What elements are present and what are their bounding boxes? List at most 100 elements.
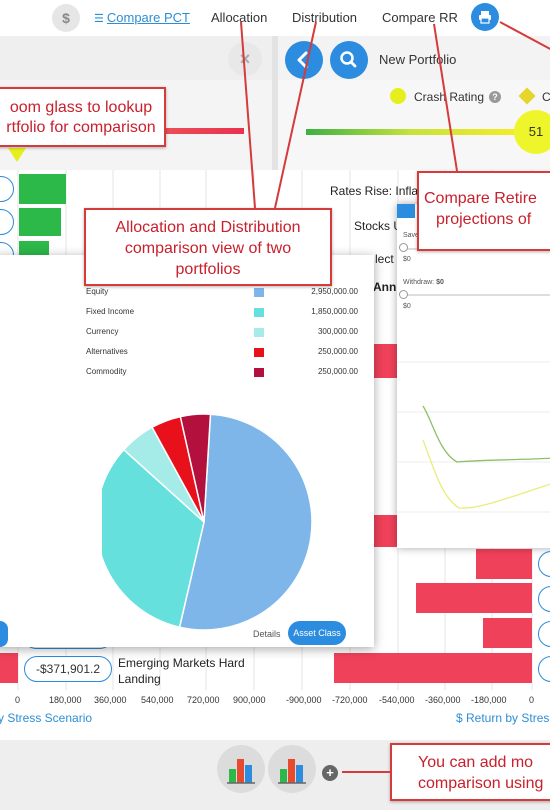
stress-bar	[19, 208, 61, 236]
right-axis-title: $ Return by Stres	[456, 711, 550, 725]
callout-text: Compare Retire	[424, 190, 537, 207]
save-label: Save	[403, 232, 419, 239]
callout-text: projections of	[436, 211, 532, 228]
compare-pct-link[interactable]: ☰ Compare PCT	[94, 10, 190, 25]
callout-text: rtfolio for comparison	[6, 119, 156, 136]
compare-rr-tab[interactable]: Compare RR	[382, 10, 458, 25]
callout-lookup: oom glass to lookup rtfolio for comparis…	[0, 87, 166, 147]
compare-slot-2[interactable]	[268, 745, 316, 793]
close-icon[interactable]: ×	[228, 42, 262, 76]
withdraw-slider-track[interactable]	[403, 294, 550, 296]
crash-rating-dot-icon	[390, 88, 406, 104]
compare-slot-1[interactable]	[217, 745, 265, 793]
legend-name: Fixed Income	[86, 307, 135, 316]
save-slider-handle[interactable]	[399, 243, 408, 252]
add-comparison-icon[interactable]: +	[322, 765, 338, 781]
distribution-tab[interactable]: Distribution	[292, 10, 358, 25]
stress-bar	[374, 344, 398, 378]
legend-swatch	[254, 368, 264, 377]
withdraw-label-text: Withdraw:	[403, 279, 435, 286]
print-icon	[479, 11, 491, 24]
callout-text: You can add mo	[418, 754, 534, 771]
rating-pointer-icon	[8, 148, 26, 162]
dollar-icon[interactable]: $	[52, 4, 80, 32]
details-link[interactable]: Details	[253, 629, 281, 639]
legend-row: Currency 300,000.00	[86, 327, 366, 339]
axis-tick: 360,000	[94, 695, 127, 705]
legend-row: Commodity 250,000.00	[86, 367, 366, 379]
callout-add: You can add mo comparison using	[390, 743, 550, 801]
legend-row: Fixed Income 1,850,000.00	[86, 307, 366, 319]
scenario-name: Landing	[118, 672, 161, 686]
stress-bar	[334, 653, 532, 683]
search-button[interactable]	[330, 41, 368, 79]
right-panel-rating-area	[278, 80, 550, 170]
legend-row: Equity 2,950,000.00	[86, 287, 366, 299]
pie-slice[interactable]	[178, 413, 313, 630]
axis-tick: 720,000	[187, 695, 220, 705]
legend-value: 2,950,000.00	[311, 287, 358, 296]
scenario-label: lect	[375, 252, 394, 266]
stress-bar	[19, 174, 66, 204]
stress-bar	[374, 515, 398, 547]
legend-name: Equity	[86, 287, 109, 296]
search-icon	[340, 51, 357, 68]
legend-row: Alternatives 250,000.00	[86, 347, 366, 359]
scenario-label: Rates Rise: Inflat	[330, 184, 422, 198]
projection-line	[422, 405, 550, 463]
compare-pct-label: Compare PCT	[106, 10, 190, 25]
scenario-value-pill[interactable]: -$371,901.2	[24, 656, 112, 682]
chevron-left-icon	[297, 51, 308, 69]
legend-name: Commodity	[86, 367, 127, 376]
bar-chart-icon	[227, 759, 255, 784]
legend-swatch	[254, 328, 264, 337]
callout-allocation: Allocation and Distribution comparison v…	[84, 208, 332, 286]
axis-tick: -360,000	[425, 695, 461, 705]
legend-swatch	[254, 288, 264, 297]
pie-slice[interactable]	[179, 413, 212, 523]
help-icon[interactable]: ?	[489, 91, 501, 103]
legend-value: 250,000.00	[317, 367, 358, 376]
portfolio-title: New Portfolio	[379, 52, 457, 67]
retirement-projection-card: Save $0 Withdraw: $0 $0	[397, 204, 550, 548]
callout-text: oom glass to lookup	[9, 99, 153, 116]
top-nav: $ ☰ Compare PCT Allocation Distribution C…	[0, 0, 550, 36]
axis-tick: -900,000	[286, 695, 322, 705]
crash-score-badge: 51	[514, 110, 550, 154]
left-panel-header	[0, 36, 272, 80]
callout-retirement: Compare Retire projections of	[417, 171, 550, 251]
left-axis-title: y Stress Scenario	[0, 711, 93, 725]
callout-text: comparison view of two	[124, 240, 292, 257]
callout-text: comparison using	[418, 775, 544, 792]
axis-tick: -180,000	[471, 695, 507, 705]
panel-divider	[272, 36, 278, 170]
callout-text: Allocation and Distribution	[115, 219, 301, 236]
retirement-tab[interactable]	[397, 204, 415, 218]
save-value: $0	[403, 256, 411, 263]
list-icon: ☰	[94, 13, 104, 25]
projection-line	[422, 439, 550, 509]
asset-class-button[interactable]: Asset Class	[288, 621, 346, 645]
stress-bar	[416, 583, 532, 613]
print-button[interactable]	[471, 3, 499, 31]
stress-bar	[483, 618, 532, 648]
legend-swatch	[254, 308, 264, 317]
legend-swatch	[254, 348, 264, 357]
allocation-tab[interactable]: Allocation	[211, 10, 268, 25]
axis-tick: -720,000	[332, 695, 368, 705]
withdraw-slider-handle[interactable]	[399, 290, 408, 299]
callout-text: portfolios	[175, 261, 241, 278]
projection-chart	[397, 361, 550, 513]
column-header: Annu	[373, 280, 404, 294]
axis-tick: 0	[15, 695, 21, 705]
stress-bar	[476, 549, 532, 579]
allocation-card: Equity 2,950,000.00 Fixed Income 1,850,000.…	[0, 255, 374, 647]
legend-value: 300,000.00	[317, 327, 358, 336]
legend-value: 250,000.00	[317, 347, 358, 356]
back-button[interactable]	[285, 41, 323, 79]
allocation-pie-chart	[102, 413, 313, 630]
left-asset-class-button[interactable]	[0, 621, 8, 647]
pie-slice[interactable]	[102, 448, 205, 629]
legend-name: Alternatives	[86, 347, 128, 356]
stress-bar	[19, 241, 49, 257]
